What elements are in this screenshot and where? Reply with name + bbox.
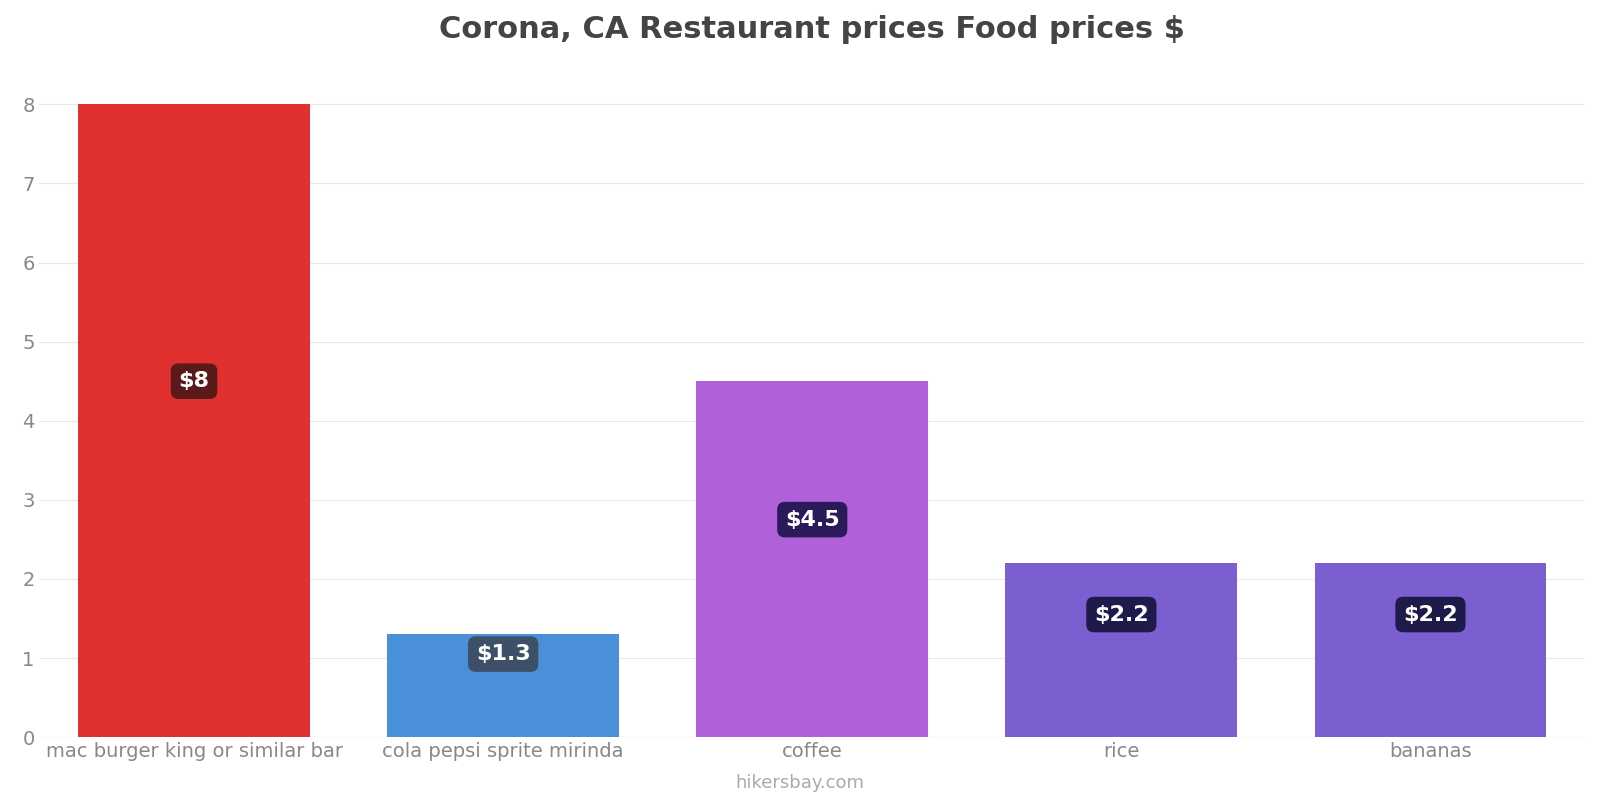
Bar: [1315, 563, 1546, 737]
Bar: [387, 634, 619, 737]
Title: Corona, CA Restaurant prices Food prices $: Corona, CA Restaurant prices Food prices…: [440, 15, 1186, 44]
Text: $2.2: $2.2: [1094, 605, 1149, 625]
Text: $1.3: $1.3: [475, 644, 531, 664]
Text: hikersbay.com: hikersbay.com: [736, 774, 864, 792]
Text: $4.5: $4.5: [786, 510, 840, 530]
Bar: [78, 104, 310, 737]
Text: $2.2: $2.2: [1403, 605, 1458, 625]
Bar: [1005, 563, 1237, 737]
Bar: [696, 382, 928, 737]
Text: $8: $8: [179, 371, 210, 391]
